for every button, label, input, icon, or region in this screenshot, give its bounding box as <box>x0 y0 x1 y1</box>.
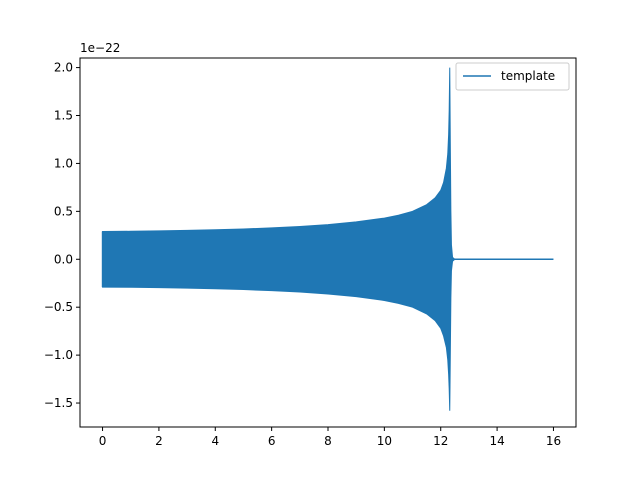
x-tick-label: 0 <box>99 434 107 448</box>
x-tick-label: 8 <box>324 434 332 448</box>
y-tick-label: 1.0 <box>54 156 73 170</box>
series-template-oscillation <box>102 67 456 411</box>
y-tick-label: 2.0 <box>54 61 73 75</box>
legend: template <box>455 62 570 91</box>
x-axis: 0 2 4 6 8 10 12 14 16 <box>99 427 561 448</box>
y-tick-label: −1.5 <box>44 396 73 410</box>
x-tick-label: 16 <box>546 434 561 448</box>
legend-box <box>455 62 570 91</box>
x-tick-label: 4 <box>211 434 219 448</box>
x-tick-label: 10 <box>377 434 392 448</box>
x-tick-label: 12 <box>433 434 448 448</box>
y-tick-label: −0.5 <box>44 300 73 314</box>
y-offset-label: 1e−22 <box>80 41 120 55</box>
x-tick-label: 6 <box>268 434 276 448</box>
y-tick-label: 1.5 <box>54 109 73 123</box>
y-axis: −1.5 −1.0 −0.5 0.0 0.5 1.0 1.5 2.0 <box>44 61 80 410</box>
x-tick-label: 14 <box>489 434 504 448</box>
y-tick-label: −1.0 <box>44 348 73 362</box>
y-tick-label: 0.5 <box>54 204 73 218</box>
legend-label-template: template <box>501 69 555 83</box>
y-tick-label: 0.0 <box>54 252 73 266</box>
plot-area <box>101 67 554 411</box>
x-tick-label: 2 <box>155 434 163 448</box>
